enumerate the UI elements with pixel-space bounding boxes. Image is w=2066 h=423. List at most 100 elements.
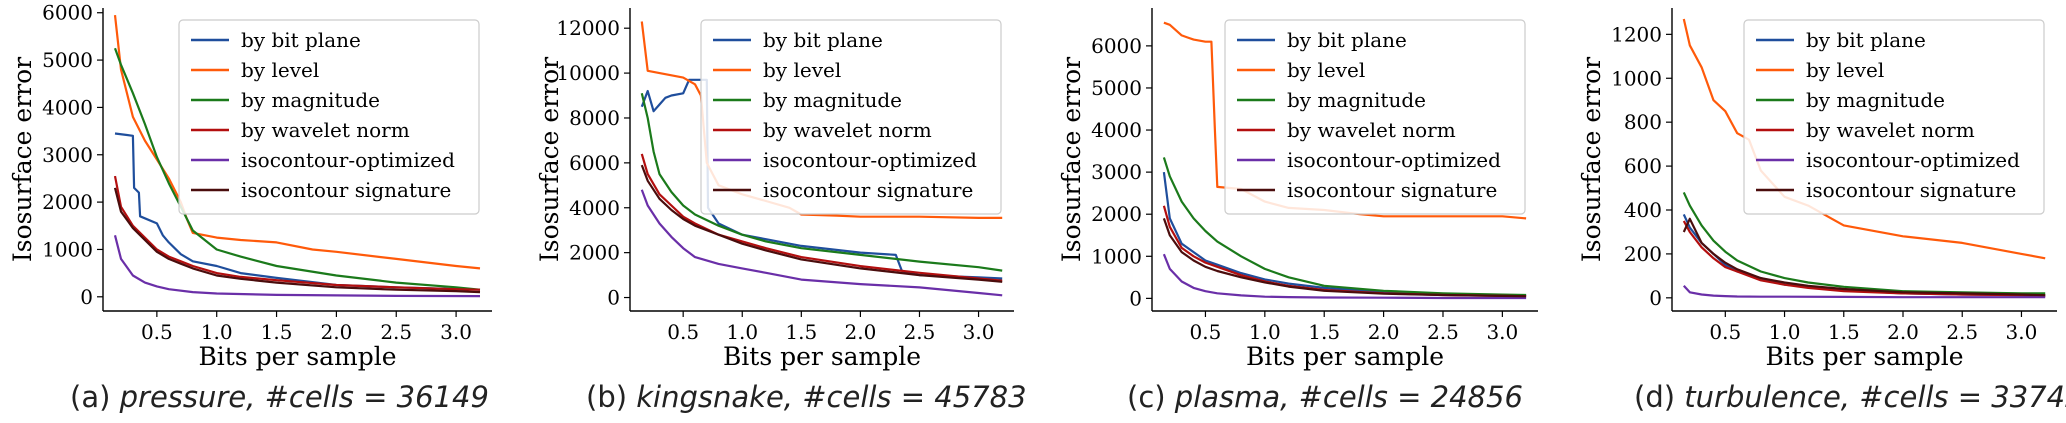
series-line [114,132,481,291]
y-tick-label: 3000 [42,143,93,167]
y-tick-label: 0 [1649,286,1662,310]
y-tick-label: 0 [607,286,620,310]
legend-box [700,19,1002,215]
legend-label: by wavelet norm [241,118,410,142]
y-tick-label: 2000 [569,241,620,265]
series-line [113,47,481,291]
caption-b: (b) kingsnake, #cells = 45783 [586,380,1027,414]
legend-label: by bit plane [763,28,883,52]
series-line [640,93,1003,272]
series-line [1682,217,2046,297]
y-tick-label: 1200 [1611,22,1662,46]
legend-box [1743,19,2045,215]
chart-a: 0 1000 2000 3000 4000 5000 6000 0.5 1.0 1.5 2.0 2.5… [8,1,492,371]
x-tick-label: 0.5 [1709,320,1741,344]
legend-label: by wavelet norm [1806,118,1975,142]
legend-label: by level [1287,58,1365,82]
chart-d: 0 200 400 600 800 1000 1200 0.5 1.0 1.5 2.0 2.5 3.0 B… [1577,8,2057,371]
legend-label: by magnitude [1806,88,1945,112]
caption-label: (a) [70,380,111,414]
caption-detail: plasma, #cells = 24856 [1174,380,1523,414]
legend: by bit plane by level by magnitude by wavel… [178,19,480,215]
legend-label: by bit plane [1287,28,1407,52]
x-tick-label: 2.5 [1946,320,1978,344]
chart-c: 0 1000 2000 3000 4000 5000 6000 0.5 1.0 1.5 2.0 2.5… [1057,8,1538,371]
x-tick-label: 2.0 [1887,320,1919,344]
legend-label: by wavelet norm [763,118,932,142]
x-tick-label: 3.0 [1486,320,1518,344]
y-axis-label: Isosurface error [535,57,564,262]
series-line [640,164,1003,283]
legend-box [178,19,480,215]
series-line [113,187,481,294]
x-axis-label: Bits per sample [198,342,396,371]
legend: by bit plane by level by magnitude by wavel… [700,19,1002,215]
y-tick-label: 1000 [42,237,93,261]
y-tick-label: 6000 [42,1,93,25]
y-tick-label: 4000 [569,196,620,220]
legend: by bit plane by level by magnitude by wavel… [1743,19,2045,215]
x-tick-label: 2.5 [1427,320,1459,344]
y-tick-label: 4000 [42,95,93,119]
x-tick-label: 1.0 [201,320,233,344]
x-tick-label: 0.5 [141,320,173,344]
series-line [113,14,481,270]
legend-label: by bit plane [1806,28,1926,52]
series-line [1682,285,2046,299]
y-tick-label: 6000 [1091,34,1142,58]
y-tick-label: 5000 [42,48,93,72]
series-line [113,235,481,298]
x-axis-label: Bits per sample [1765,342,1963,371]
series-line [113,175,481,291]
caption-label: (d) [1634,380,1676,414]
legend-label: isocontour-optimized [763,148,977,172]
y-axis-label: Isosurface error [1577,57,1606,262]
y-tick-label: 8000 [569,106,620,130]
caption-label: (c) [1127,380,1166,414]
y-tick-label: 600 [1624,154,1662,178]
chart-b: 0 2000 4000 6000 8000 10000 12000 0.5 1.0 1.5 2.0 2… [535,8,1014,371]
y-tick-label: 10000 [556,61,620,85]
x-tick-label: 2.5 [380,320,412,344]
legend-label: isocontour signature [241,178,451,202]
legend-label: by level [763,58,841,82]
x-tick-label: 2.0 [1368,320,1400,344]
legend-label: by magnitude [763,88,902,112]
x-tick-label: 2.0 [844,320,876,344]
y-tick-label: 0 [80,285,93,309]
x-tick-label: 1.5 [1828,320,1860,344]
y-axis-label: Isosurface error [1057,57,1086,262]
y-tick-label: 200 [1624,242,1662,266]
y-tick-label: 12000 [556,16,620,40]
x-tick-label: 1.0 [1769,320,1801,344]
series-line [640,189,1003,297]
caption-a: (a) pressure, #cells = 36149 [70,380,489,414]
legend-label: isocontour-optimized [1287,148,1501,172]
x-tick-label: 1.0 [1249,320,1281,344]
x-tick-label: 2.0 [320,320,352,344]
legend-label: isocontour signature [1287,178,1497,202]
x-tick-label: 3.0 [440,320,472,344]
legend-label: by level [1806,58,1884,82]
x-tick-label: 3.0 [2006,320,2038,344]
x-tick-label: 3.0 [963,320,995,344]
caption-detail: pressure, #cells = 36149 [119,380,489,414]
y-tick-label: 400 [1624,198,1662,222]
series-line [1682,220,2046,297]
caption-detail: turbulence, #cells = 33742 [1684,380,2066,414]
legend-label: isocontour-optimized [241,148,455,172]
legend-box [1224,19,1526,215]
legend-label: by bit plane [241,28,361,52]
y-tick-label: 0 [1129,286,1142,310]
x-axis-label: Bits per sample [1246,342,1444,371]
x-tick-label: 2.5 [904,320,936,344]
y-tick-label: 3000 [1091,160,1142,184]
caption-detail: kingsnake, #cells = 45783 [636,380,1027,414]
legend-label: isocontour signature [1806,178,2016,202]
series-line [1162,253,1527,300]
y-tick-label: 800 [1624,110,1662,134]
series-line [1162,157,1527,297]
y-axis-label: Isosurface error [8,57,37,262]
y-tick-label: 1000 [1611,66,1662,90]
